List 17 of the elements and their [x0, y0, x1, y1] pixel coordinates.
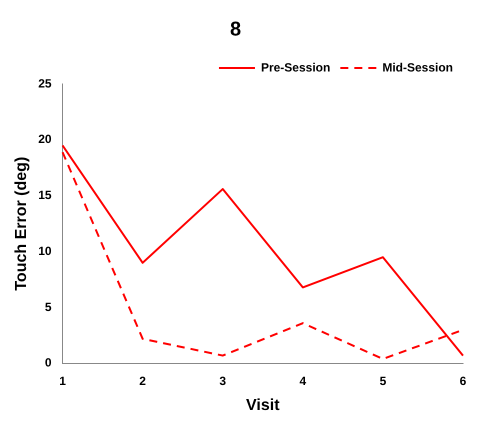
x-tick-label: 2 [139, 374, 146, 388]
y-tick-label: 20 [38, 132, 52, 146]
x-axis-title: Visit [246, 396, 280, 414]
legend-label: Pre-Session [260, 60, 330, 74]
x-tick-label: 6 [460, 374, 467, 388]
x-tick-label: 5 [380, 374, 387, 388]
legend-label: Mid-Session [382, 60, 454, 74]
x-tick-label: 4 [299, 374, 306, 388]
y-tick-label: 10 [38, 244, 52, 258]
y-tick-label: 25 [38, 76, 52, 90]
x-tick-label: 3 [219, 374, 226, 388]
y-axis-title: Touch Error (deg) [13, 156, 30, 291]
chart-title: 8 [230, 18, 242, 41]
y-tick-label: 5 [44, 300, 52, 314]
x-tick-label: 1 [59, 374, 66, 388]
y-tick-label: 15 [38, 188, 52, 202]
y-tick-label: 0 [44, 356, 52, 370]
